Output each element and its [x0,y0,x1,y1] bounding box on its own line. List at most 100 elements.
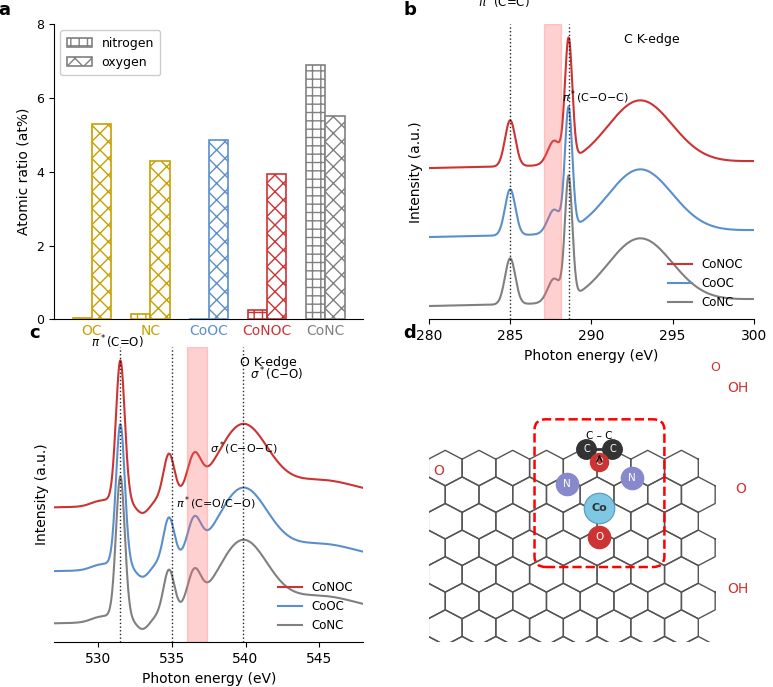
Text: O: O [710,361,720,374]
CoNOC [116,357,125,365]
Text: a: a [0,1,11,19]
Text: b: b [403,1,416,19]
CoOC [65,567,74,575]
Legend: nitrogen, oxygen: nitrogen, oxygen [60,30,160,75]
CoOC [582,214,591,222]
Line: CoNOC: CoNOC [429,38,754,168]
CoNOC [359,484,368,492]
CoOC [680,203,690,212]
Text: O K-edge: O K-edge [240,356,296,369]
Line: CoNOC: CoNOC [54,361,363,513]
CoOC [749,226,758,234]
CoNOC [564,34,573,42]
CoOC [350,545,359,554]
Legend: CoNOC, CoOC, CoNC: CoNOC, CoOC, CoNC [274,576,357,636]
CoOC [424,233,434,241]
Text: C K-edge: C K-edge [624,33,679,46]
Bar [73,317,92,319]
CoNOC [200,461,209,469]
Bar [325,116,345,319]
X-axis label: Photon energy (eV): Photon energy (eV) [524,349,659,363]
CoNC [564,171,573,179]
Bar [92,124,111,319]
CoOC [138,572,147,581]
CoNC [192,565,201,573]
Bar [151,161,169,319]
CoOC [293,537,302,545]
Line: CoOC: CoOC [429,106,754,237]
Text: O: O [434,464,444,478]
CoOC [574,216,583,225]
Text: N: N [563,480,571,489]
CoNOC [65,503,74,511]
Line: CoOC: CoOC [54,424,363,576]
CoOC [192,513,201,521]
Text: $\sigma^*$(C$-$O$-$C): $\sigma^*$(C$-$O$-$C) [210,439,278,457]
Bar [131,314,151,319]
CoOC [200,525,209,533]
CoNC [424,302,434,310]
CoNC [582,282,591,291]
CoNOC [138,509,147,517]
CoOC [740,226,749,234]
Y-axis label: Intensity (a.u.): Intensity (a.u.) [410,121,424,223]
CoNOC [680,135,690,143]
CoNOC [582,144,591,153]
Line: CoNC: CoNC [429,175,754,306]
Text: O: O [595,532,604,543]
Text: c: c [29,324,40,342]
Line: CoNC: CoNC [54,476,363,629]
CoNC [293,589,302,597]
CoNOC [49,503,59,511]
Bar [544,24,560,319]
Bar [248,311,267,319]
CoNOC [749,157,758,165]
CoOC [564,102,573,111]
CoNC [200,577,209,585]
Bar [306,65,325,319]
Text: $\pi^*$(C=O): $\pi^*$(C=O) [91,333,144,351]
CoNOC [740,157,749,165]
CoNC [680,273,690,281]
CoOC [441,233,450,241]
Text: Co: Co [591,503,608,513]
CoNOC [740,157,749,165]
Legend: CoNOC, CoOC, CoNC: CoNOC, CoOC, CoNC [664,254,747,313]
Text: O: O [735,482,746,496]
CoNC [116,472,125,480]
Text: d: d [403,324,416,342]
CoNC [65,619,74,627]
CoNC [350,598,359,606]
CoOC [740,226,749,234]
CoOC [116,420,125,428]
Bar [209,140,228,319]
CoNC [574,285,583,293]
Y-axis label: Atomic ratio (at%): Atomic ratio (at%) [17,108,31,236]
CoNOC [424,164,434,172]
CoOC [350,545,359,554]
CoOC [359,548,368,556]
CoOC [49,567,59,575]
Text: OH: OH [727,381,748,395]
Text: $\pi^*$(C$-$O$-$C): $\pi^*$(C$-$O$-$C) [562,89,629,106]
CoNC [740,295,749,303]
Text: $\sigma^*$(C$-$O): $\sigma^*$(C$-$O) [250,366,303,383]
CoNC [138,624,147,633]
CoNC [740,295,749,303]
CoNC [49,619,59,627]
Bar [267,174,286,319]
CoNOC [293,473,302,481]
CoNOC [192,449,201,457]
X-axis label: Photon energy (eV): Photon energy (eV) [141,672,276,686]
CoNOC [350,482,359,490]
Text: C – C: C – C [586,431,613,440]
Bar [186,347,207,642]
Text: N: N [628,473,636,484]
CoNC [441,302,450,310]
Y-axis label: Intensity (a.u.): Intensity (a.u.) [35,444,49,545]
CoNC [749,295,758,303]
Text: O: O [596,457,603,467]
Text: C: C [583,444,590,454]
CoNC [359,600,368,608]
Text: OH: OH [727,582,748,596]
